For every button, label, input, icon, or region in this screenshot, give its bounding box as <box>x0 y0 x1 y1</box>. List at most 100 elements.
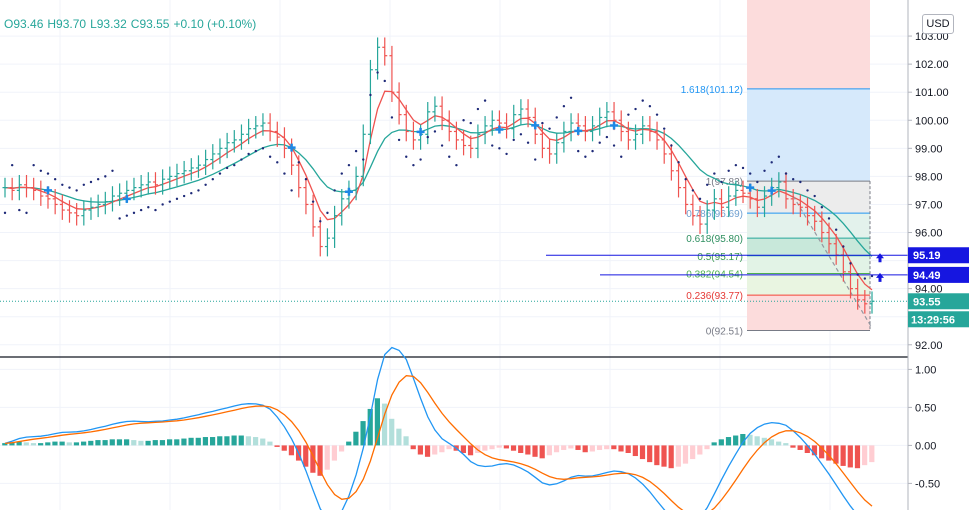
macd-histogram-bar <box>346 441 352 446</box>
macd-histogram-bar <box>167 439 173 446</box>
sar-dot <box>225 166 229 170</box>
axis-tick-label: 0.00 <box>915 440 936 452</box>
fib-zone <box>747 273 870 296</box>
sar-dot <box>147 206 150 209</box>
sar-dot <box>670 144 673 147</box>
sar-dot <box>276 161 279 164</box>
sar-dot <box>569 96 573 100</box>
macd-histogram-bar <box>95 440 101 446</box>
macd-histogram-bar <box>596 445 603 450</box>
macd-histogram-bar <box>467 445 474 456</box>
macd-histogram-bar <box>9 442 15 446</box>
price-label-text: 93.55 <box>913 296 941 308</box>
sar-dot <box>748 172 752 175</box>
macd-histogram-bar <box>740 434 746 446</box>
sar-dot <box>240 158 243 161</box>
macd-histogram-bar <box>310 445 316 473</box>
axis-tick-label: 96.00 <box>915 228 943 240</box>
sar-dot <box>218 172 222 175</box>
macd-histogram-bar <box>711 442 717 446</box>
macd-histogram-bar <box>797 445 803 450</box>
ohlc-legend: O93.46 H93.70 L93.32 C93.55 +0.10 (+0.10%) <box>4 17 260 31</box>
macd-histogram-bar <box>252 437 259 446</box>
sar-dot <box>620 155 623 158</box>
grid <box>0 0 908 510</box>
fib-zone <box>747 255 870 274</box>
macd-histogram-bar <box>510 445 517 451</box>
sar-dot <box>89 180 93 184</box>
macd-histogram-bar <box>618 445 624 452</box>
macd-histogram-bar <box>52 441 58 446</box>
sar-dot <box>333 189 336 192</box>
sar-dot <box>777 155 781 158</box>
low-value: L93.32 <box>90 17 127 31</box>
sar-dot <box>347 163 351 167</box>
axis-tick-label: 1.00 <box>915 364 936 376</box>
sar-dot <box>577 149 580 153</box>
fibonacci-retracement[interactable]: 1.618(101.12)1(97.83)0.786(96.69)0.618(9… <box>681 0 871 337</box>
cross-marker <box>287 143 296 152</box>
macd-histogram-bar <box>869 445 875 463</box>
macd-histogram-bar <box>632 445 638 457</box>
sar-dot <box>684 177 687 181</box>
sar-dot <box>799 180 802 184</box>
macd-histogram-bar <box>317 445 323 476</box>
sar-dot <box>512 138 515 142</box>
macd-histogram-bar <box>260 438 266 446</box>
sar-dot <box>483 99 487 102</box>
macd-histogram-bar <box>360 421 366 446</box>
moving-averages <box>4 90 873 329</box>
macd-histogram-bar <box>124 439 130 446</box>
sar-dot <box>591 149 594 153</box>
currency-button[interactable]: USD <box>922 14 954 34</box>
sar-dot <box>505 152 508 156</box>
macd-histogram-bar <box>840 445 846 466</box>
macd-histogram-bar <box>690 445 696 460</box>
sar-dot <box>705 183 709 187</box>
countdown-text: 13:29:56 <box>911 314 955 326</box>
sar-dot <box>827 217 831 220</box>
macd-histogram-bar <box>116 439 123 446</box>
fib-zone <box>747 213 870 239</box>
axis-tick-label: 0.50 <box>915 402 936 414</box>
macd-histogram-bar <box>489 445 495 450</box>
macd-histogram-bar <box>238 435 244 446</box>
sar-dot <box>469 121 472 125</box>
macd-histogram-bar <box>274 445 280 447</box>
macd-histogram-bar <box>102 440 108 446</box>
axis-tick-label: 92.00 <box>915 340 943 352</box>
sar-dot <box>390 116 394 119</box>
sar-dot <box>834 228 838 231</box>
macd-histogram-bar <box>761 437 767 446</box>
sar-dot <box>61 183 64 187</box>
macd-histogram-bar <box>496 445 502 448</box>
macd-line <box>4 346 855 510</box>
sar-dot <box>842 245 845 248</box>
sar-dot <box>247 152 250 156</box>
macd-histogram-bar <box>639 445 646 460</box>
sar-dot <box>806 189 809 192</box>
fib-zone <box>747 238 870 256</box>
macd-histogram-bar <box>174 439 180 446</box>
sar-dot <box>283 172 286 175</box>
sar-dot <box>526 141 530 144</box>
countdown-box <box>908 311 969 328</box>
macd-histogram-bar <box>381 403 388 446</box>
cross-marker <box>574 126 583 135</box>
macd-histogram-bar <box>546 445 552 456</box>
cross-marker <box>344 187 353 196</box>
macd-histogram-bar <box>518 445 524 453</box>
macd-histogram-bar <box>389 418 395 446</box>
sar-dot <box>849 262 852 265</box>
macd-histogram-bar <box>267 441 273 446</box>
sar-dot <box>641 99 644 102</box>
sar-dot <box>548 127 551 130</box>
cross-marker <box>746 183 755 192</box>
sar-dot <box>197 189 200 192</box>
macd-histogram-bar <box>854 445 861 469</box>
macd-histogram-bar <box>539 445 545 459</box>
macd-histogram-bar <box>73 442 80 446</box>
sar-dot <box>405 155 408 158</box>
price-label-text: 95.19 <box>913 250 941 262</box>
